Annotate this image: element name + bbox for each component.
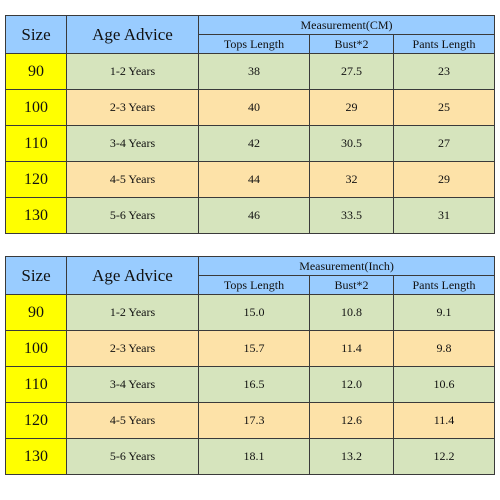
size-chart-cm: Size Age Advice Measurement(CM) Tops Len…: [5, 15, 496, 234]
age-cell: 4-5 Years: [66, 161, 199, 198]
size-cell: 110: [5, 125, 67, 162]
size-cell: 120: [5, 402, 67, 439]
tops-cell: 16.5: [198, 366, 310, 403]
age-cell: 3-4 Years: [66, 125, 199, 162]
age-advice-header: Age Advice: [66, 256, 199, 295]
measurement-header: Measurement(CM): [197, 15, 496, 35]
age-cell: 1-2 Years: [66, 294, 199, 331]
age-cell: 5-6 Years: [66, 197, 199, 234]
pants-cell: 12.2: [393, 438, 495, 475]
tops-cell: 17.3: [198, 402, 310, 439]
size-cell: 130: [5, 197, 67, 234]
size-cell: 130: [5, 438, 67, 475]
size-header: Size: [5, 15, 67, 54]
age-cell: 1-2 Years: [66, 53, 199, 90]
size-cell: 90: [5, 53, 67, 90]
size-cell: 100: [5, 89, 67, 126]
size-cell: 90: [5, 294, 67, 331]
tops-length-header: Tops Length: [198, 275, 310, 295]
table-row: 90 1-2 Years 15.0 10.8 9.1: [5, 294, 495, 331]
bust-cell: 10.8: [309, 294, 394, 331]
size-cell: 120: [5, 161, 67, 198]
bust-cell: 27.5: [309, 53, 394, 90]
size-header: Size: [5, 256, 67, 295]
tops-cell: 38: [198, 53, 310, 90]
table-row: 130 5-6 Years 46 33.5 31: [5, 197, 496, 234]
table-row: 90 1-2 Years 38 27.5 23: [5, 53, 496, 90]
table-row: 100 2-3 Years 40 29 25: [5, 89, 496, 126]
measurement-header: Measurement(Inch): [198, 256, 495, 276]
pants-cell: 27: [392, 125, 496, 162]
size-cell: 100: [5, 330, 67, 367]
bust-cell: 30.5: [309, 125, 394, 162]
bust-header: Bust*2: [309, 275, 394, 295]
bust-cell: 11.4: [309, 330, 394, 367]
pants-length-header: Pants Length: [393, 275, 495, 295]
table-row: 110 3-4 Years 16.5 12.0 10.6: [5, 366, 495, 403]
tops-length-header: Tops Length: [198, 34, 310, 54]
table-row: 120 4-5 Years 17.3 12.6 11.4: [5, 402, 495, 439]
table-row: 120 4-5 Years 44 32 29: [5, 161, 496, 198]
age-cell: 5-6 Years: [66, 438, 199, 475]
size-chart-inch: Size Age Advice Measurement(Inch) Tops L…: [5, 256, 495, 475]
age-cell: 4-5 Years: [66, 402, 199, 439]
pants-cell: 10.6: [393, 366, 495, 403]
bust-cell: 12.0: [309, 366, 394, 403]
bust-cell: 13.2: [309, 438, 394, 475]
table-row: 130 5-6 Years 18.1 13.2 12.2: [5, 438, 495, 475]
tops-cell: 42: [198, 125, 310, 162]
age-cell: 2-3 Years: [66, 330, 199, 367]
table-row: 110 3-4 Years 42 30.5 27: [5, 125, 496, 162]
bust-cell: 33.5: [309, 197, 394, 234]
size-cell: 110: [5, 366, 67, 403]
tops-cell: 15.0: [198, 294, 310, 331]
bust-cell: 32: [309, 161, 394, 198]
bust-header: Bust*2: [309, 34, 394, 54]
pants-cell: 31: [392, 197, 496, 234]
tops-cell: 44: [198, 161, 310, 198]
age-cell: 2-3 Years: [66, 89, 199, 126]
tops-cell: 15.7: [198, 330, 310, 367]
pants-length-header: Pants Length: [392, 34, 496, 54]
table-row: 100 2-3 Years 15.7 11.4 9.8: [5, 330, 495, 367]
bust-cell: 12.6: [309, 402, 394, 439]
pants-cell: 25: [392, 89, 496, 126]
pants-cell: 23: [392, 53, 496, 90]
tops-cell: 46: [198, 197, 310, 234]
pants-cell: 9.8: [393, 330, 495, 367]
pants-cell: 9.1: [393, 294, 495, 331]
tops-cell: 18.1: [198, 438, 310, 475]
bust-cell: 29: [309, 89, 394, 126]
pants-cell: 29: [392, 161, 496, 198]
age-advice-header: Age Advice: [66, 15, 199, 54]
pants-cell: 11.4: [393, 402, 495, 439]
age-cell: 3-4 Years: [66, 366, 199, 403]
tops-cell: 40: [198, 89, 310, 126]
